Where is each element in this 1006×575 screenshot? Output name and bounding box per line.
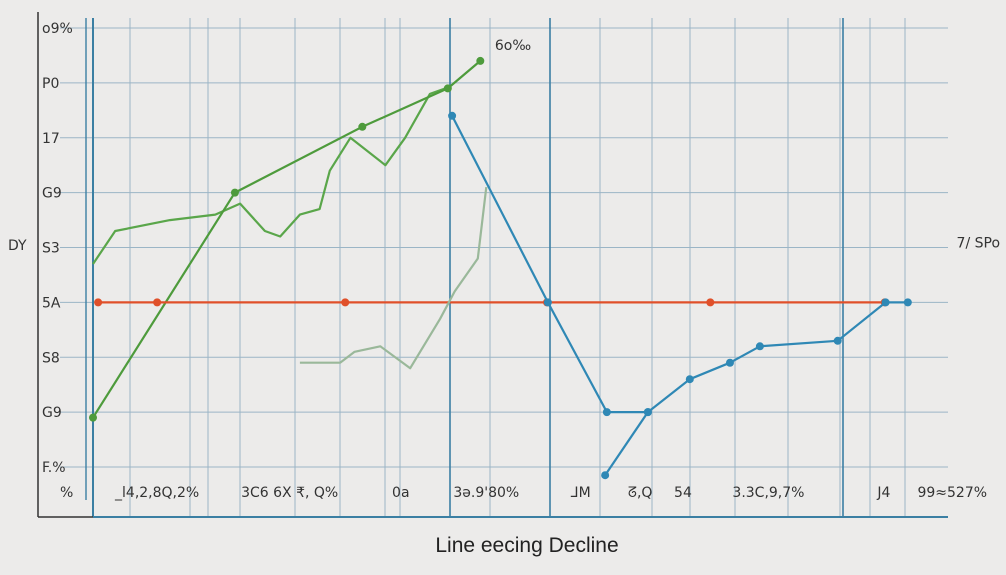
series-line-4 [451,115,908,414]
x-tick-labels: _l4,2,8Q,2% 3C6 6X ₹, Q% 0a 3ə.9'80% ᒧM ᘔ,Q 54… [114,485,987,501]
data-point [94,298,103,307]
y-tick-label: 17 [42,131,60,147]
y-tick-labels: o9% P0 17 G9 S3 5A S8 G9 F.% [42,21,73,476]
data-point [153,298,162,307]
x-tick-label: J4 [876,485,890,501]
chart-title: Line eecing Decline [435,534,618,557]
series-line-3 [299,186,488,370]
data-point [443,84,452,93]
y-tick-label: 5A [42,295,61,311]
data-point [881,298,890,307]
series-line-5 [604,411,649,476]
y-side-label: DY [8,238,27,254]
x-tick-label: ᘔ,Q [628,485,653,501]
data-point [903,298,912,307]
data-point [543,298,552,307]
data-point [358,122,367,131]
y-tick-label: P0 [42,76,59,92]
annotation-label: 6o‰ [495,38,531,54]
x-tick-label: 54 [674,485,692,501]
data-point [755,342,764,351]
x-tick-label: ᒧM [570,485,591,501]
data-point [685,375,694,384]
y-tick-label: G9 [42,405,62,421]
data-point [341,298,350,307]
x-corner-label: % [60,485,73,501]
series-line-0 [92,87,446,265]
data-point [601,471,610,480]
data-point [643,408,652,417]
x-tick-label: 3C6 6X ₹, Q% [241,485,338,501]
y-tick-label: S8 [42,350,60,366]
data-point [706,298,715,307]
y-tick-label: S3 [42,241,60,257]
y-tick-label: F.% [42,460,66,476]
data-point [833,336,842,345]
annotation-label: 7/ SPo [957,236,1000,252]
y-tick-label: o9% [42,21,73,37]
series-group [89,56,912,480]
series-line-1 [92,60,482,419]
data-point [602,408,611,417]
x-tick-label: 0a [392,485,410,501]
x-tick-label: _l4,2,8Q,2% [114,485,199,501]
data-point [89,413,97,422]
x-tick-label: 3ə.9'80% [453,485,519,501]
data-point [476,56,485,65]
data-point [725,358,734,367]
x-tick-label: 3.3C,9,7% [732,485,804,501]
data-point [230,188,239,197]
grid [37,12,948,518]
y-tick-label: G9 [42,186,62,202]
x-tick-label: 99≈527% [917,485,987,501]
annotations: 6o‰ 7/ SPo [495,38,1000,252]
data-point [448,111,457,120]
